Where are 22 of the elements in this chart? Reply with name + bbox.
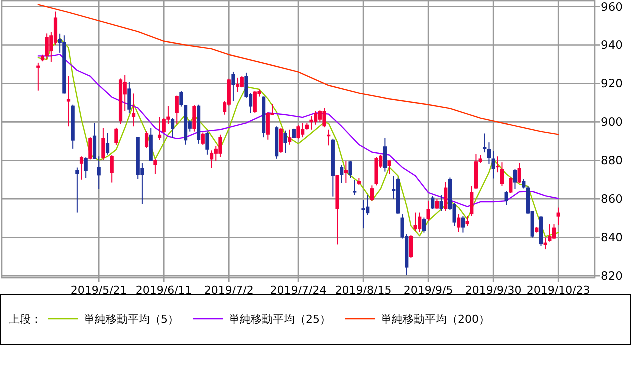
x-tick-label: 2019/6/11 bbox=[136, 284, 192, 297]
line-series bbox=[38, 54, 560, 208]
y-tick-label: 920 bbox=[601, 76, 623, 91]
x-tick-label: 2019/8/15 bbox=[335, 284, 392, 297]
x-tick-label: 2019/9/30 bbox=[465, 284, 522, 297]
y-tick-label: 840 bbox=[601, 230, 623, 245]
x-tick-label: 2019/9/5 bbox=[404, 284, 454, 297]
legend-label: 単純移動平均（25） bbox=[229, 313, 331, 326]
y-tick-label: 960 bbox=[601, 0, 623, 14]
y-tick-label: 820 bbox=[601, 269, 623, 284]
y-tick-label: 880 bbox=[601, 154, 623, 168]
y-tick-label: 940 bbox=[601, 38, 623, 52]
legend-label: 単純移動平均（5） bbox=[84, 313, 179, 326]
x-tick-label: 2019/5/21 bbox=[70, 284, 128, 297]
legend-title: 上段： bbox=[9, 313, 42, 326]
x-tick-label: 2019/7/2 bbox=[204, 284, 254, 297]
x-tick-label: 2019/7/24 bbox=[270, 284, 327, 297]
line-series bbox=[38, 4, 560, 136]
legend-label: 単純移動平均（200） bbox=[381, 313, 490, 326]
y-tick-label: 860 bbox=[601, 192, 623, 206]
y-tick-label: 900 bbox=[601, 115, 623, 130]
x-tick-label: 2019/10/23 bbox=[526, 284, 590, 297]
